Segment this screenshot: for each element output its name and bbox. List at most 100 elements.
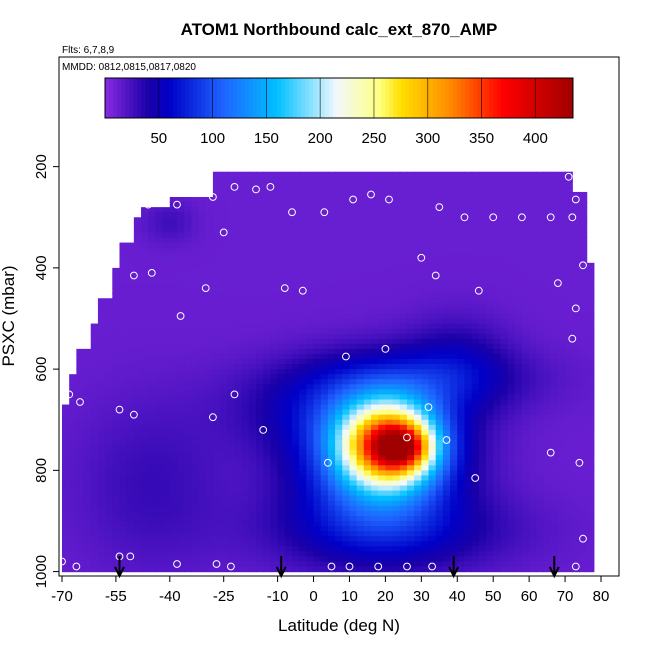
heatmap-cell [227,424,236,431]
heatmap-cell [356,500,365,507]
heatmap-cell [349,510,358,517]
heatmap-cell [493,485,501,492]
heatmap-cell [313,207,322,213]
heatmap-cell [457,303,466,309]
heatmap-cell [342,353,351,360]
heatmap-cell [270,237,279,244]
heatmap-cell [270,556,279,563]
heatmap-cell [349,450,358,456]
heatmap-cell [205,197,214,203]
heatmap-cell [205,247,214,254]
heatmap-cell [529,338,537,345]
heatmap-cell [521,445,530,451]
heatmap-cell [471,293,480,299]
heatmap-cell [435,293,444,299]
heatmap-cell [169,267,178,274]
heatmap-cell [327,232,336,239]
heatmap-cell [428,500,437,507]
heatmap-cell [162,500,171,507]
heatmap-cell [141,566,149,573]
heatmap-cell [371,262,379,269]
heatmap-cell [371,323,379,330]
heatmap-cell [313,323,322,330]
heatmap-cell [507,197,516,203]
heatmap-cell [457,171,466,178]
heatmap-cell [493,374,501,380]
heatmap-cell [184,303,192,309]
heatmap-cell [464,318,473,325]
heatmap-cell [284,404,293,411]
heatmap-cell [241,429,250,436]
heatmap-cell [62,536,70,542]
heatmap-cell [414,490,422,497]
heatmap-cell [227,212,236,218]
heatmap-cell [327,526,336,532]
heatmap-cell [176,551,185,558]
heatmap-cell [371,247,379,254]
heatmap-cell [212,318,221,325]
heatmap-cell [76,384,85,390]
heatmap-cell [241,510,250,517]
heatmap-cell [493,212,501,218]
heatmap-cell [126,262,135,269]
heatmap-cell [457,424,466,431]
heatmap-cell [363,283,372,289]
heatmap-cell [356,429,365,436]
heatmap-cell [234,181,243,188]
heatmap-cell [543,323,552,330]
heatmap-cell [306,348,315,355]
heatmap-cell [521,207,530,213]
heatmap-cell [385,556,394,563]
heatmap-cell [62,450,70,456]
heatmap-cell [263,561,272,568]
heatmap-cell [248,439,257,446]
heatmap-cell [76,515,85,522]
heatmap-cell [442,485,451,492]
heatmap-cell [399,379,408,385]
heatmap-cell [184,353,192,360]
heatmap-cell [220,262,228,269]
heatmap-cell [521,191,530,198]
heatmap-cell [191,298,200,304]
heatmap-cell [198,303,207,309]
heatmap-cell [529,495,537,502]
heatmap-cell [457,536,466,542]
heatmap-cell [119,450,128,456]
heatmap-cell [263,353,272,360]
heatmap-cell [248,318,257,325]
heatmap-cell [529,546,537,552]
heatmap-cell [385,384,394,390]
heatmap-cell [291,460,300,466]
heatmap-cell [421,485,430,492]
heatmap-cell [478,207,487,213]
heatmap-cell [241,359,250,365]
heatmap-cell [133,455,142,461]
heatmap-cell [105,389,113,396]
heatmap-cell [478,455,487,461]
heatmap-cell [141,414,149,421]
heatmap-cell [356,247,365,254]
heatmap-cell [227,505,236,512]
heatmap-cell [378,546,386,552]
heatmap-cell [428,293,437,299]
heatmap-cell [378,450,386,456]
heatmap-cell [371,455,379,461]
heatmap-cell [155,541,164,547]
heatmap-cell [83,369,92,375]
heatmap-cell [378,227,386,234]
heatmap-cell [313,348,322,355]
heatmap-cell [464,217,473,223]
heatmap-cell [198,338,207,345]
heatmap-cell [263,450,272,456]
heatmap-cell [471,181,480,188]
heatmap-cell [277,505,286,512]
heatmap-cell [263,338,272,345]
heatmap-cell [248,500,257,507]
heatmap-cell [198,272,207,279]
heatmap-cell [97,536,106,542]
heatmap-cell [263,526,272,532]
heatmap-cell [335,541,343,547]
heatmap-cell [514,556,523,563]
heatmap-cell [97,353,106,360]
heatmap-cell [435,409,444,416]
